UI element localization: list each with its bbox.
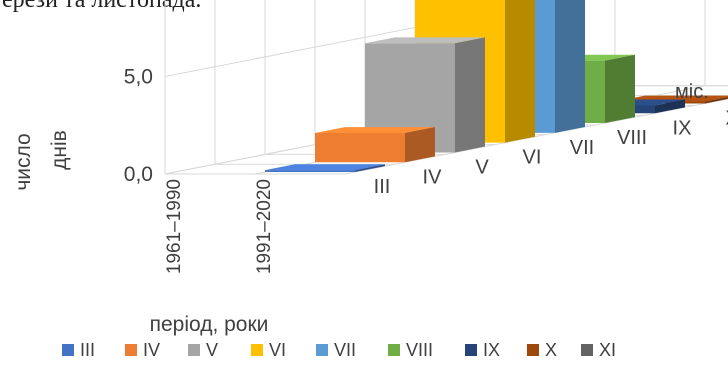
y-axis-title-line1: число <box>12 133 35 190</box>
legend-entry: IV <box>125 340 160 360</box>
legend-swatch <box>188 344 200 356</box>
legend-swatch <box>62 344 74 356</box>
legend-label: XI <box>599 340 616 360</box>
legend-label: VI <box>269 340 286 360</box>
legend-swatch <box>465 344 477 356</box>
legend-entry: VII <box>316 340 356 360</box>
legend-swatch <box>125 344 137 356</box>
month-label: IV <box>423 166 443 188</box>
legend-entry: III <box>62 340 95 360</box>
legend-label: VII <box>334 340 356 360</box>
legend-entry: VI <box>251 340 286 360</box>
legend-entry: IX <box>465 340 500 360</box>
month-label: III <box>374 176 391 198</box>
category-labels: 1961–1990 1991–2020 <box>164 179 275 274</box>
bar-IV-2 <box>315 127 435 163</box>
month-label: VII <box>570 137 594 159</box>
legend-entry: X <box>527 340 557 360</box>
y-tick-label: 5,0 <box>124 66 153 89</box>
category-label: 1961–1990 <box>164 179 185 274</box>
y-axis-title-line2: днів <box>48 130 71 170</box>
legend-label: IX <box>483 340 500 360</box>
legend: III IV V VI VII VIII IX X XI <box>62 340 616 360</box>
y-tick-labels: 0,05,010,0 <box>124 66 153 187</box>
bar-V-2 <box>365 37 485 153</box>
y-tick-label: 0,0 <box>124 163 153 186</box>
legend-swatch <box>581 344 593 356</box>
legend-label: V <box>206 340 218 360</box>
legend-swatch <box>251 344 263 356</box>
legend-label: IV <box>143 340 160 360</box>
legend-label: X <box>545 340 557 360</box>
caption-fragment: ерези та листопада. <box>2 0 202 13</box>
month-label: VI <box>523 147 542 169</box>
legend-swatch <box>316 344 328 356</box>
month-label: IX <box>673 117 692 139</box>
legend-label: VIII <box>406 340 433 360</box>
category-label: 1991–2020 <box>254 179 275 274</box>
bars <box>265 0 728 173</box>
legend-entry: XI <box>581 340 616 360</box>
month-label: V <box>475 157 489 179</box>
depth-axis-title: міс. <box>675 81 709 103</box>
legend-entry: V <box>188 340 218 360</box>
legend-swatch <box>527 344 539 356</box>
month-label: VIII <box>617 127 647 149</box>
bar-III-2 <box>265 164 385 173</box>
legend-swatch <box>388 344 400 356</box>
month-label: X <box>725 108 728 130</box>
legend-entry: VIII <box>388 340 433 360</box>
legend-label: III <box>80 340 95 360</box>
x-axis-title: період, роки <box>150 313 269 336</box>
